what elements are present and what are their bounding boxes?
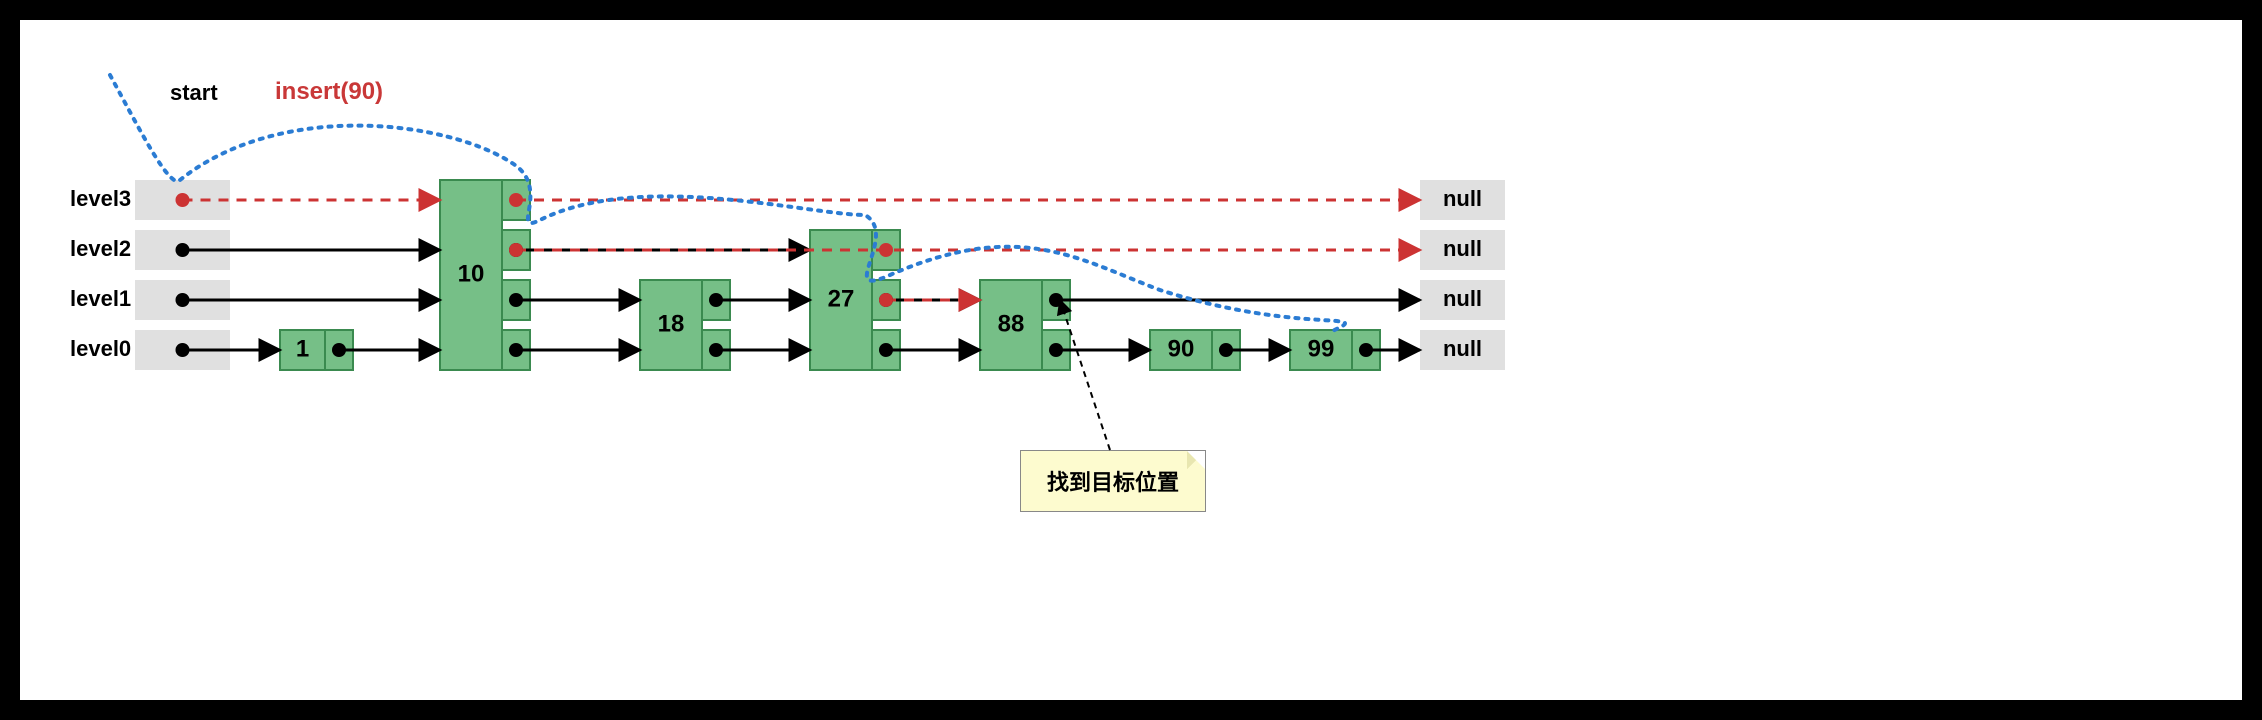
diagram-frame: start insert(90) 找到目标位置 level3level2leve…	[20, 20, 2242, 700]
diagram-svg: level3 level2 level1 level0 null null null null…	[20, 20, 2242, 700]
svg-text:level0: level0	[70, 336, 131, 361]
svg-text:88: 88	[998, 310, 1025, 337]
svg-text:null: null	[1443, 236, 1482, 261]
svg-text:1: 1	[296, 335, 309, 362]
svg-text:10: 10	[458, 260, 485, 287]
svg-text:18: 18	[658, 310, 685, 337]
svg-text:null: null	[1443, 286, 1482, 311]
svg-text:27: 27	[828, 285, 855, 312]
svg-text:level1: level1	[70, 286, 131, 311]
svg-text:99: 99	[1308, 335, 1335, 362]
svg-text:90: 90	[1168, 335, 1195, 362]
svg-text:null: null	[1443, 186, 1482, 211]
svg-text:null: null	[1443, 336, 1482, 361]
svg-text:level3: level3	[70, 186, 131, 211]
svg-text:level2: level2	[70, 236, 131, 261]
